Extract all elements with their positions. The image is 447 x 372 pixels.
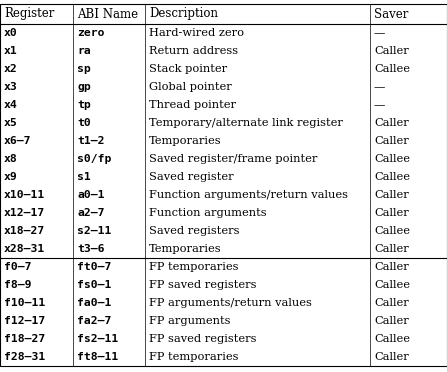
Text: s0/fp: s0/fp <box>77 154 111 164</box>
Text: Description: Description <box>149 7 218 20</box>
Text: x12–17: x12–17 <box>4 208 45 218</box>
Text: Temporary/alternate link register: Temporary/alternate link register <box>149 118 343 128</box>
Text: s1: s1 <box>77 172 91 182</box>
Text: tp: tp <box>77 100 91 110</box>
Text: f8–9: f8–9 <box>4 280 31 290</box>
Text: f0–7: f0–7 <box>4 262 31 272</box>
Text: fs2–11: fs2–11 <box>77 334 118 344</box>
Text: Callee: Callee <box>374 226 410 236</box>
Text: Saved register: Saved register <box>149 172 234 182</box>
Text: x18–27: x18–27 <box>4 226 45 236</box>
Text: Caller: Caller <box>374 352 409 362</box>
Text: FP temporaries: FP temporaries <box>149 352 239 362</box>
Text: FP temporaries: FP temporaries <box>149 262 239 272</box>
Text: fs0–1: fs0–1 <box>77 280 111 290</box>
Text: Caller: Caller <box>374 118 409 128</box>
Text: Hard-wired zero: Hard-wired zero <box>149 28 244 38</box>
Text: Caller: Caller <box>374 190 409 200</box>
Text: Caller: Caller <box>374 262 409 272</box>
Text: x6–7: x6–7 <box>4 136 31 146</box>
Text: f10–11: f10–11 <box>4 298 45 308</box>
Text: Temporaries: Temporaries <box>149 136 222 146</box>
Text: x5: x5 <box>4 118 18 128</box>
Text: Callee: Callee <box>374 154 410 164</box>
Text: x1: x1 <box>4 46 18 56</box>
Text: ra: ra <box>77 46 91 56</box>
Text: a0–1: a0–1 <box>77 190 105 200</box>
Text: x3: x3 <box>4 82 18 92</box>
Text: s2–11: s2–11 <box>77 226 111 236</box>
Text: x9: x9 <box>4 172 18 182</box>
Text: ABI Name: ABI Name <box>77 7 138 20</box>
Text: sp: sp <box>77 64 91 74</box>
Text: x28–31: x28–31 <box>4 244 45 254</box>
Text: Caller: Caller <box>374 316 409 326</box>
Text: gp: gp <box>77 82 91 92</box>
Text: Callee: Callee <box>374 334 410 344</box>
Text: Callee: Callee <box>374 172 410 182</box>
Text: zero: zero <box>77 28 105 38</box>
Text: Stack pointer: Stack pointer <box>149 64 227 74</box>
Text: Temporaries: Temporaries <box>149 244 222 254</box>
Text: Caller: Caller <box>374 208 409 218</box>
Text: Caller: Caller <box>374 244 409 254</box>
Text: —: — <box>374 28 385 38</box>
Text: Saver: Saver <box>374 7 409 20</box>
Text: Saved register/frame pointer: Saved register/frame pointer <box>149 154 317 164</box>
Text: t1–2: t1–2 <box>77 136 105 146</box>
Text: Function arguments: Function arguments <box>149 208 266 218</box>
Text: FP saved registers: FP saved registers <box>149 334 257 344</box>
Text: Caller: Caller <box>374 298 409 308</box>
Text: Function arguments/return values: Function arguments/return values <box>149 190 348 200</box>
Text: f28–31: f28–31 <box>4 352 45 362</box>
Text: Caller: Caller <box>374 136 409 146</box>
Text: x2: x2 <box>4 64 18 74</box>
Text: x8: x8 <box>4 154 18 164</box>
Text: a2–7: a2–7 <box>77 208 105 218</box>
Text: FP arguments: FP arguments <box>149 316 231 326</box>
Text: f18–27: f18–27 <box>4 334 45 344</box>
Text: t0: t0 <box>77 118 91 128</box>
Text: Callee: Callee <box>374 280 410 290</box>
Text: Register: Register <box>4 7 55 20</box>
Text: x0: x0 <box>4 28 18 38</box>
Text: ft8–11: ft8–11 <box>77 352 118 362</box>
Text: ft0–7: ft0–7 <box>77 262 111 272</box>
Text: fa0–1: fa0–1 <box>77 298 111 308</box>
Text: —: — <box>374 82 385 92</box>
Text: Caller: Caller <box>374 46 409 56</box>
Text: Global pointer: Global pointer <box>149 82 232 92</box>
Text: t3–6: t3–6 <box>77 244 105 254</box>
Text: fa2–7: fa2–7 <box>77 316 111 326</box>
Text: Return address: Return address <box>149 46 238 56</box>
Text: Thread pointer: Thread pointer <box>149 100 236 110</box>
Text: x4: x4 <box>4 100 18 110</box>
Text: x10–11: x10–11 <box>4 190 45 200</box>
Text: Callee: Callee <box>374 64 410 74</box>
Text: FP arguments/return values: FP arguments/return values <box>149 298 312 308</box>
Text: f12–17: f12–17 <box>4 316 45 326</box>
Text: FP saved registers: FP saved registers <box>149 280 257 290</box>
Text: Saved registers: Saved registers <box>149 226 240 236</box>
Text: —: — <box>374 100 385 110</box>
